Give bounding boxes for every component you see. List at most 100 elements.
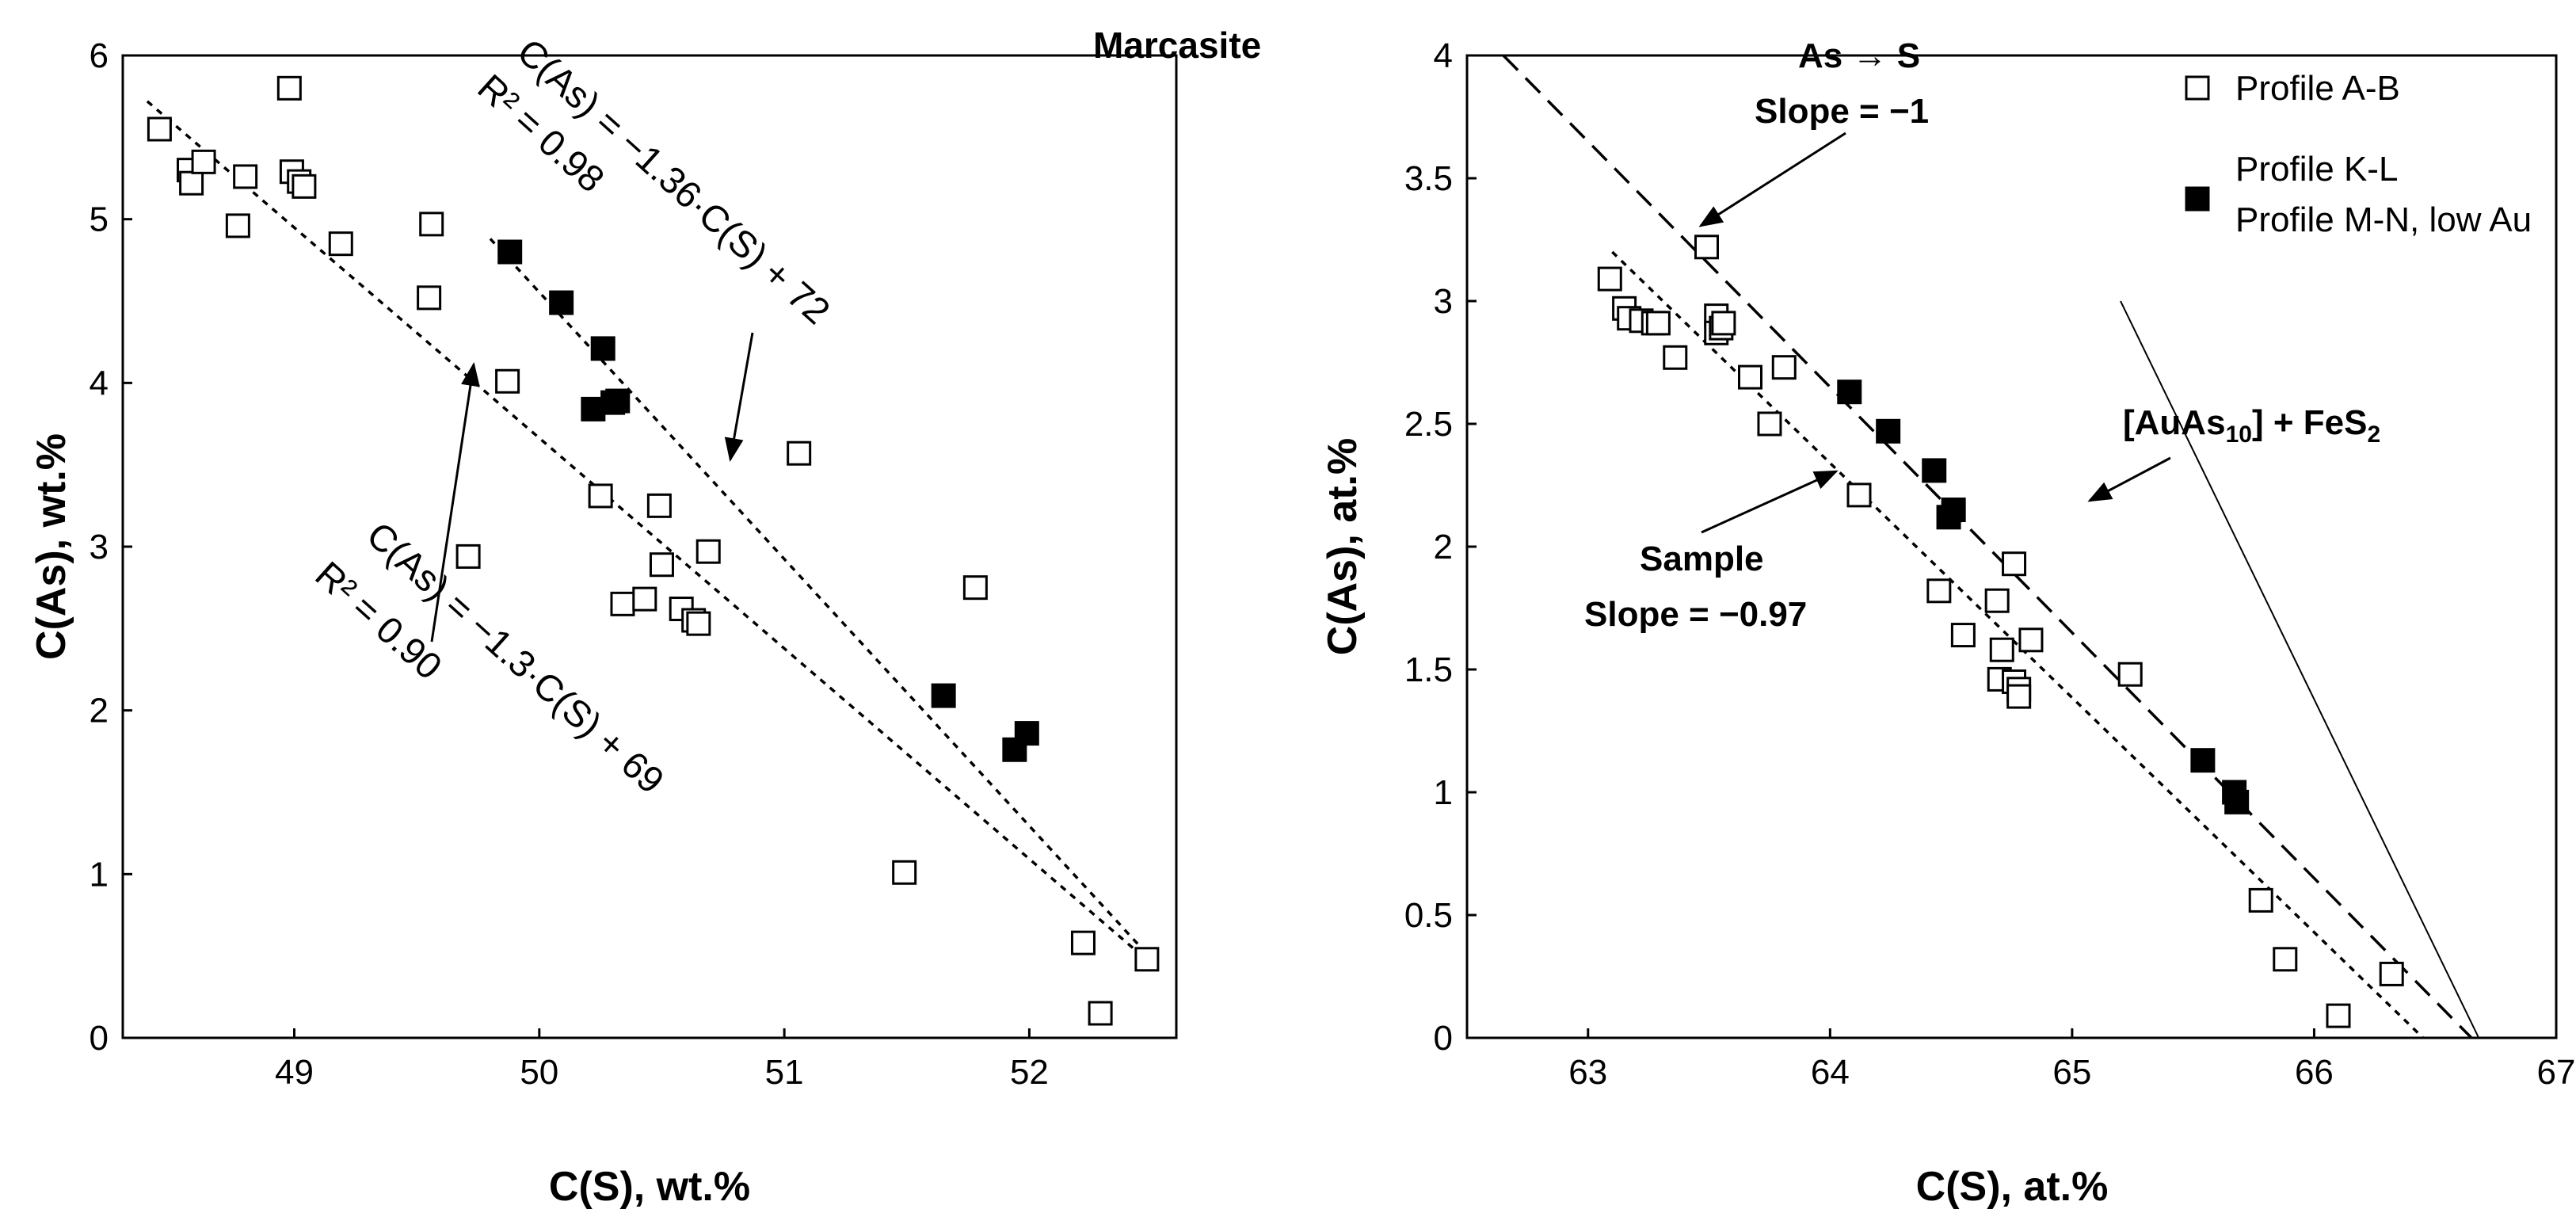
right-x-tick-label: 63 <box>1568 1053 1607 1092</box>
legend-label-profile-ab: Profile A-B <box>2235 69 2400 108</box>
right-open-point <box>1989 637 2014 662</box>
left-y-tick-label: 6 <box>90 36 109 75</box>
right-y-tick-label: 3.5 <box>1404 159 1453 198</box>
left-x-tick-label: 50 <box>520 1053 558 1092</box>
left-open-point <box>419 212 444 237</box>
left-open-point <box>649 552 674 578</box>
left-open-point <box>495 368 520 394</box>
legend-label-profile-kl: Profile K-L <box>2235 150 2398 189</box>
left-plot-frame <box>121 54 1178 1039</box>
legend-label-profile-mn: Profile M-N, low Au <box>2235 200 2532 239</box>
left-filled-point <box>590 336 615 361</box>
left-open-point <box>147 116 172 142</box>
right-open-point <box>1846 482 1872 508</box>
left-y-tick-label: 5 <box>90 200 109 239</box>
right-filled-point <box>2190 748 2216 773</box>
sample-label: Sample <box>1640 540 1764 578</box>
right-open-point <box>2273 947 2298 972</box>
right-filled-point <box>1922 458 1947 483</box>
right-open-point <box>2379 961 2404 986</box>
right-data-points <box>1597 235 2404 1028</box>
left-y-tick-label: 2 <box>90 692 109 730</box>
legend-open-square-icon <box>2185 75 2210 101</box>
left-open-point <box>1088 1001 1113 1026</box>
right-x-axis-title: C(S), at.% <box>1916 1164 2109 1210</box>
left-y-tick-label: 1 <box>90 855 109 894</box>
left-open-point <box>276 75 302 101</box>
left-lower-fit-arrow <box>430 362 480 643</box>
right-y-tick-label: 2 <box>1434 528 1453 566</box>
left-fit-lines <box>146 100 1153 966</box>
right-x-tick-label: 66 <box>2295 1053 2334 1092</box>
left-open-point <box>787 440 812 466</box>
right-open-point <box>2018 627 2044 653</box>
left-y-tick-label: 4 <box>90 364 109 402</box>
left-axis-ticks: 49 50 51 52 0 1 2 3 4 5 6 <box>90 36 1049 1092</box>
right-x-tick-label: 65 <box>2052 1053 2091 1092</box>
left-open-point <box>1134 947 1160 972</box>
right-line-1 <box>1611 250 2425 1039</box>
right-legend: Profile A-B Profile K-L Profile M-N, low… <box>2185 69 2532 239</box>
left-filled-point <box>549 290 574 315</box>
left-x-axis-title: C(S), wt.% <box>549 1164 750 1210</box>
right-filled-point <box>1837 379 1862 405</box>
auas-label: [AuAs10] + FeS2 <box>2123 403 2380 448</box>
left-line-0 <box>489 238 1153 960</box>
right-y-tick-label: 1 <box>1434 773 1453 812</box>
right-axis-ticks: 63 64 65 66 67 0 0.5 1 1.5 2 2.5 3 3.5 4 <box>1404 36 2576 1092</box>
right-open-point <box>1926 578 1952 604</box>
left-open-point <box>455 543 481 569</box>
right-open-point <box>1645 311 1671 336</box>
as-to-s-label: As → S <box>1798 36 1920 75</box>
left-open-point <box>686 611 711 636</box>
left-open-point <box>632 586 657 612</box>
left-open-point <box>695 539 721 564</box>
left-upper-fit-equation: C(As) = −1.36·C(S) + 72 <box>509 30 838 332</box>
left-y-tick-label: 0 <box>90 1019 109 1058</box>
left-open-point <box>646 493 672 518</box>
right-y-tick-label: 0 <box>1434 1019 1453 1058</box>
left-open-point <box>962 575 988 601</box>
left-open-point <box>191 149 216 174</box>
left-y-axis-title: C(As), wt.% <box>29 433 74 660</box>
right-chart: 63 64 65 66 67 0 0.5 1 1.5 2 2.5 3 3.5 4 C(S), at.% C… <box>1320 36 2575 1210</box>
left-upper-fit-arrow <box>724 332 754 462</box>
right-open-point <box>1711 311 1736 336</box>
right-open-point <box>2006 684 2032 709</box>
right-open-point <box>2002 551 2027 577</box>
right-reference-lines <box>1502 54 2480 1039</box>
left-open-point <box>1070 930 1096 955</box>
right-line-2 <box>2120 300 2480 1039</box>
left-y-tick-label: 3 <box>90 528 109 566</box>
right-open-point <box>1694 235 1719 260</box>
right-open-point <box>1771 355 1797 380</box>
left-open-point <box>233 164 258 189</box>
right-filled-point <box>1941 498 1966 522</box>
right-y-tick-label: 2.5 <box>1404 405 1453 444</box>
as-to-s-arrow <box>1698 132 1846 227</box>
left-x-tick-label: 51 <box>765 1053 804 1092</box>
left-chart: 49 50 51 52 0 1 2 3 4 5 6 C(S), wt.% C(As), wt.% C… <box>29 30 1178 1210</box>
left-open-point <box>292 174 317 199</box>
right-open-point <box>2248 887 2273 913</box>
slope-minus-1-label: Slope = −1 <box>1755 92 1929 131</box>
left-filled-point <box>605 388 631 414</box>
left-line-1 <box>146 100 1153 966</box>
right-y-tick-label: 4 <box>1434 36 1453 75</box>
left-filled-point <box>1014 721 1039 746</box>
right-filled-point <box>2224 789 2250 814</box>
right-open-point <box>1984 588 2010 613</box>
left-x-tick-label: 49 <box>275 1053 314 1092</box>
auas-arrow <box>2087 456 2171 502</box>
right-open-point <box>1757 411 1782 437</box>
left-filled-point <box>497 239 523 265</box>
legend-filled-square-icon <box>2185 186 2210 212</box>
right-line-0 <box>1502 54 2473 1039</box>
right-y-axis-title: C(As), at.% <box>1320 438 1366 655</box>
left-open-point <box>417 285 442 311</box>
right-x-tick-label: 64 <box>1811 1053 1850 1092</box>
right-y-tick-label: 1.5 <box>1404 650 1453 689</box>
right-open-point <box>2117 662 2143 687</box>
left-open-point <box>225 213 250 238</box>
